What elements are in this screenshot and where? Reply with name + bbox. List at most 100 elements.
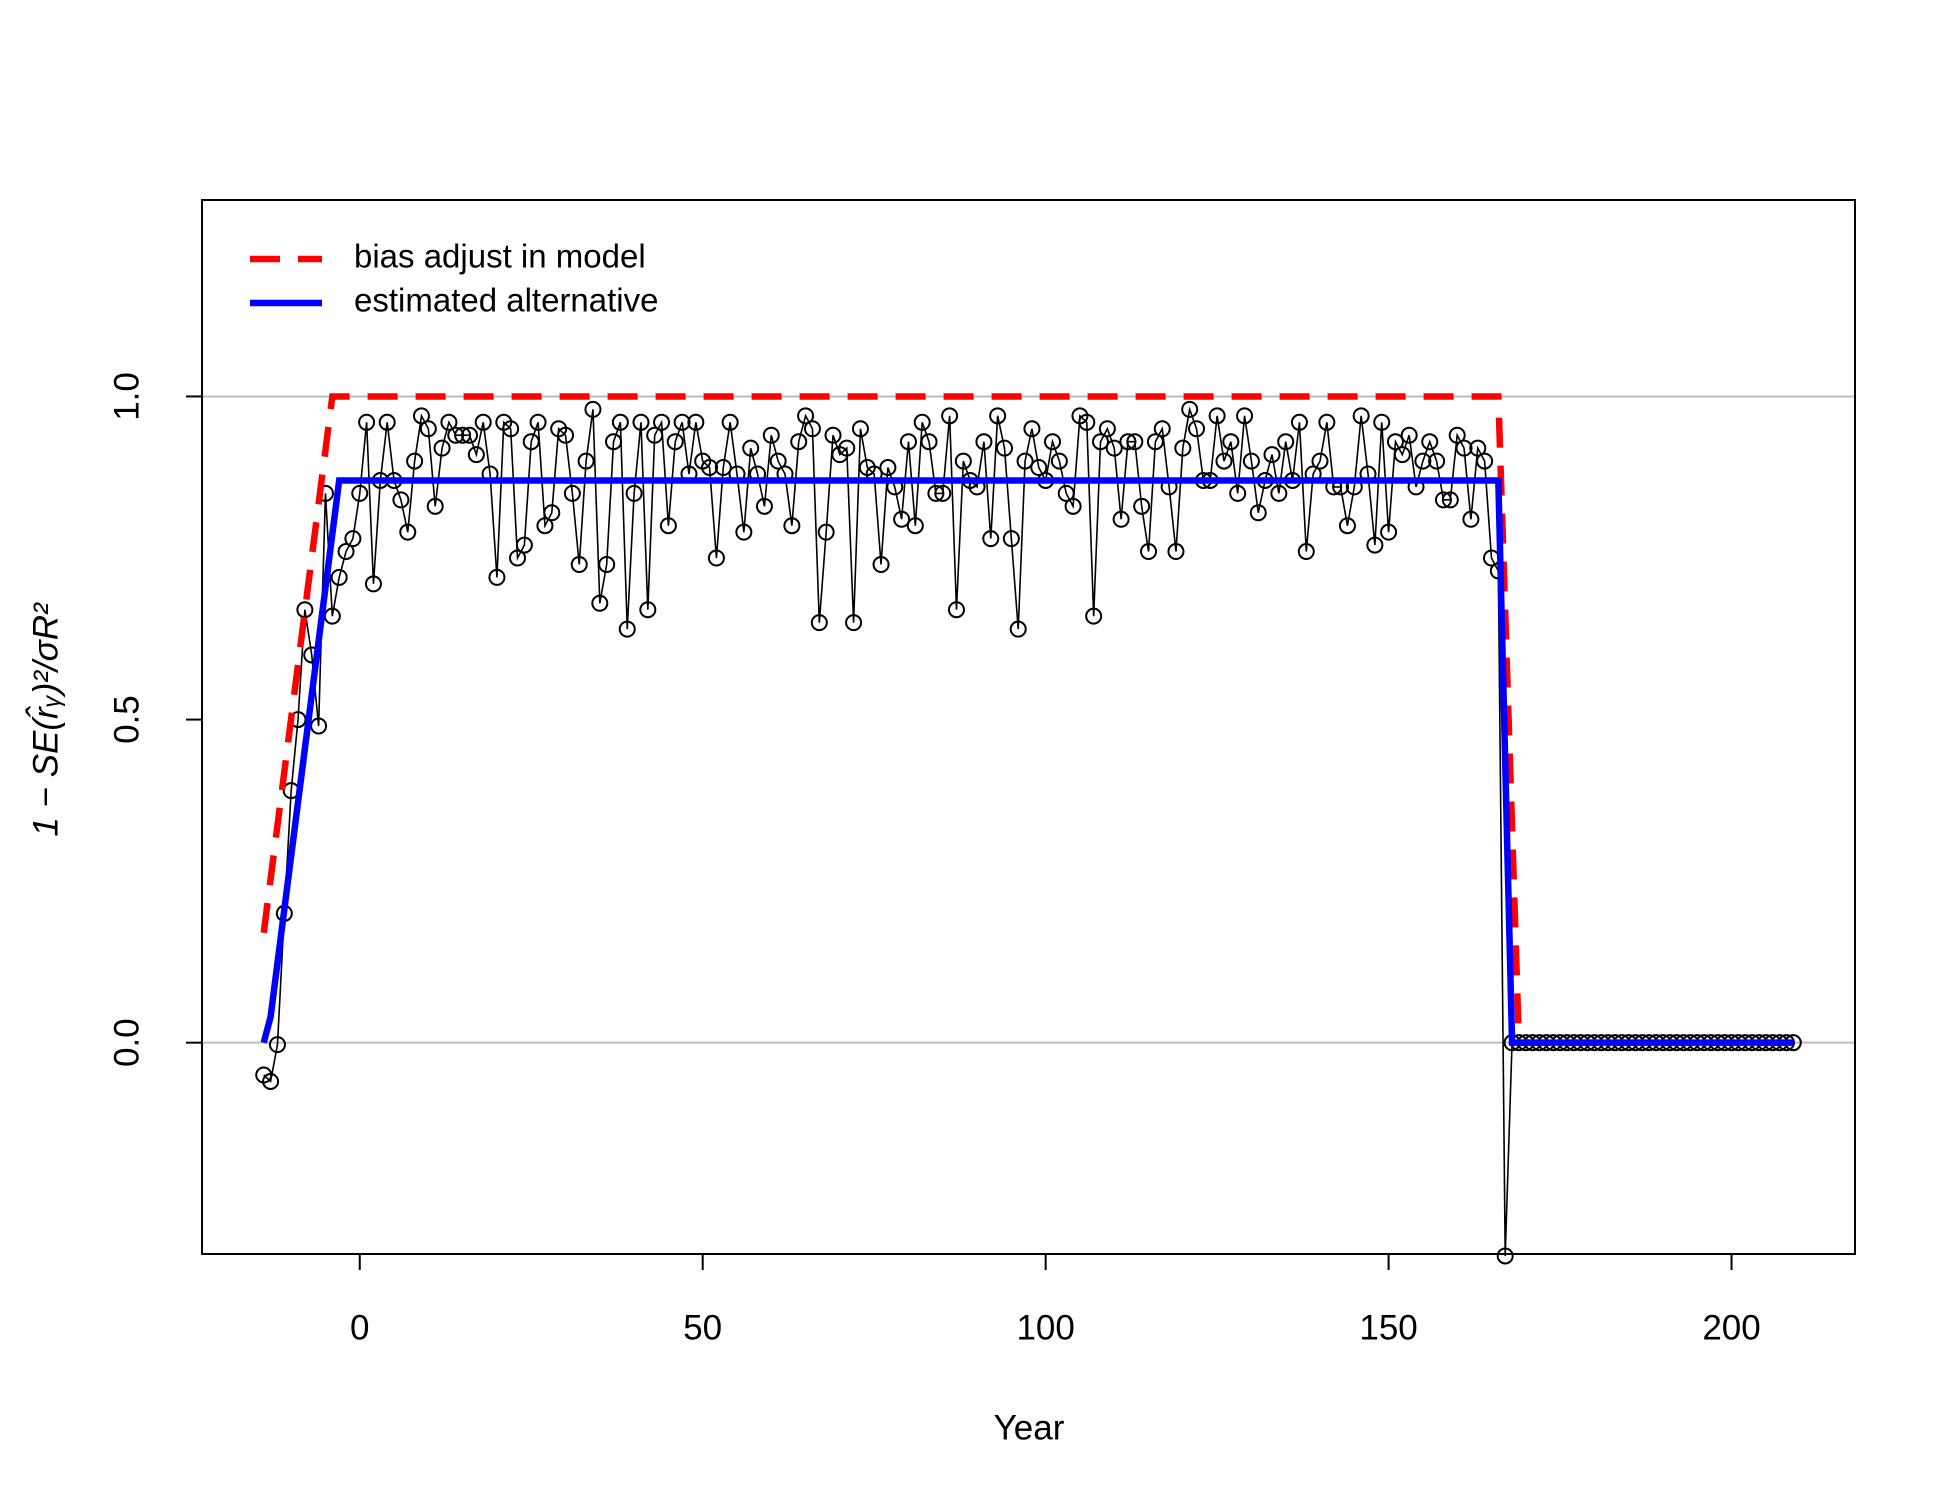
observation-point — [783, 517, 801, 535]
observation-point — [1092, 433, 1110, 451]
observation-point — [412, 407, 430, 425]
observation-point — [687, 413, 705, 431]
observation-point — [1434, 491, 1452, 509]
observation-point — [742, 439, 760, 457]
observation-point — [941, 407, 959, 425]
y-tick-label: 1.0 — [107, 372, 146, 421]
observation-point — [810, 614, 828, 632]
observation-point — [1064, 497, 1082, 515]
observation-point — [1030, 459, 1048, 477]
observation-point — [1112, 510, 1130, 528]
observation-point — [1393, 446, 1411, 464]
observation-point — [1496, 1247, 1514, 1265]
x-tick-label: 50 — [683, 1308, 722, 1347]
observation-point — [954, 452, 972, 470]
observation-point — [838, 439, 856, 457]
observation-point — [1105, 439, 1123, 457]
observation-point — [1222, 433, 1240, 451]
observation-point — [570, 555, 588, 573]
observation-point — [563, 484, 581, 502]
observation-point — [474, 413, 492, 431]
observation-point — [762, 426, 780, 444]
observation-point — [1448, 426, 1466, 444]
observation-point — [1421, 433, 1439, 451]
observation-point — [1462, 510, 1480, 528]
observation-point — [707, 549, 725, 567]
legend-label: estimated alternative — [354, 282, 659, 319]
observation-point — [337, 543, 355, 561]
observation-point — [1044, 433, 1062, 451]
observation-point — [364, 575, 382, 593]
observation-point — [1188, 420, 1206, 438]
observation-point — [310, 717, 328, 735]
observation-point — [1167, 543, 1185, 561]
x-tick-label: 200 — [1702, 1308, 1760, 1347]
observation-point — [721, 413, 739, 431]
observation-point — [1414, 452, 1432, 470]
observation-point — [1229, 484, 1247, 502]
observation-point — [536, 517, 554, 535]
observation-point — [1469, 439, 1487, 457]
observation-point — [1078, 413, 1096, 431]
observation-point — [646, 426, 664, 444]
observation-point — [618, 620, 636, 638]
observation-point — [515, 536, 533, 554]
observation-point — [1311, 452, 1329, 470]
observation-point — [502, 420, 520, 438]
observation-point — [995, 439, 1013, 457]
observation-point — [701, 459, 719, 477]
observation-point — [358, 413, 376, 431]
observation-point — [1133, 497, 1151, 515]
observation-point — [440, 413, 458, 431]
observation-point — [447, 426, 465, 444]
observation-point — [824, 426, 842, 444]
observation-point — [673, 413, 691, 431]
observation-point — [1002, 530, 1020, 548]
plot-frame — [201, 199, 1856, 1255]
observation-point — [1050, 452, 1068, 470]
observation-point — [755, 497, 773, 515]
observation-point — [1380, 523, 1398, 541]
observation-point — [426, 497, 444, 515]
observation-point — [1277, 433, 1295, 451]
observation-point — [557, 426, 575, 444]
x-tick-label: 150 — [1359, 1308, 1417, 1347]
observation-point — [1373, 413, 1391, 431]
observation-point — [1140, 543, 1158, 561]
observation-point — [639, 601, 657, 619]
observation-point — [467, 446, 485, 464]
observation-point — [659, 517, 677, 535]
observation-point — [735, 523, 753, 541]
observation-point — [1290, 413, 1308, 431]
observation-point — [1352, 407, 1370, 425]
observation-point — [1476, 452, 1494, 470]
observation-point — [845, 614, 863, 632]
observation-point — [927, 484, 945, 502]
observation-point — [1455, 439, 1473, 457]
observation-point — [1119, 433, 1137, 451]
observation-point — [1386, 433, 1404, 451]
observation-point — [529, 413, 547, 431]
observation-point — [1338, 517, 1356, 535]
y-axis-label: 1 − SE(r̂ᵧ)²/σR² — [25, 602, 65, 837]
observation-point — [1126, 433, 1144, 451]
observation-point — [1023, 420, 1041, 438]
x-tick-label: 100 — [1016, 1308, 1074, 1347]
observation-point — [1153, 420, 1171, 438]
observation-point — [893, 510, 911, 528]
observation-point — [1016, 452, 1034, 470]
observation-point — [1263, 446, 1281, 464]
observation-point — [522, 433, 540, 451]
observation-point — [1318, 413, 1336, 431]
observation-point — [1009, 620, 1027, 638]
observation-point — [879, 459, 897, 477]
observation-point — [488, 568, 506, 586]
observation-point — [769, 452, 787, 470]
observation-point — [632, 413, 650, 431]
observation-point — [982, 530, 1000, 548]
observation-point — [399, 523, 417, 541]
observation-point — [625, 484, 643, 502]
observation-point — [433, 439, 451, 457]
